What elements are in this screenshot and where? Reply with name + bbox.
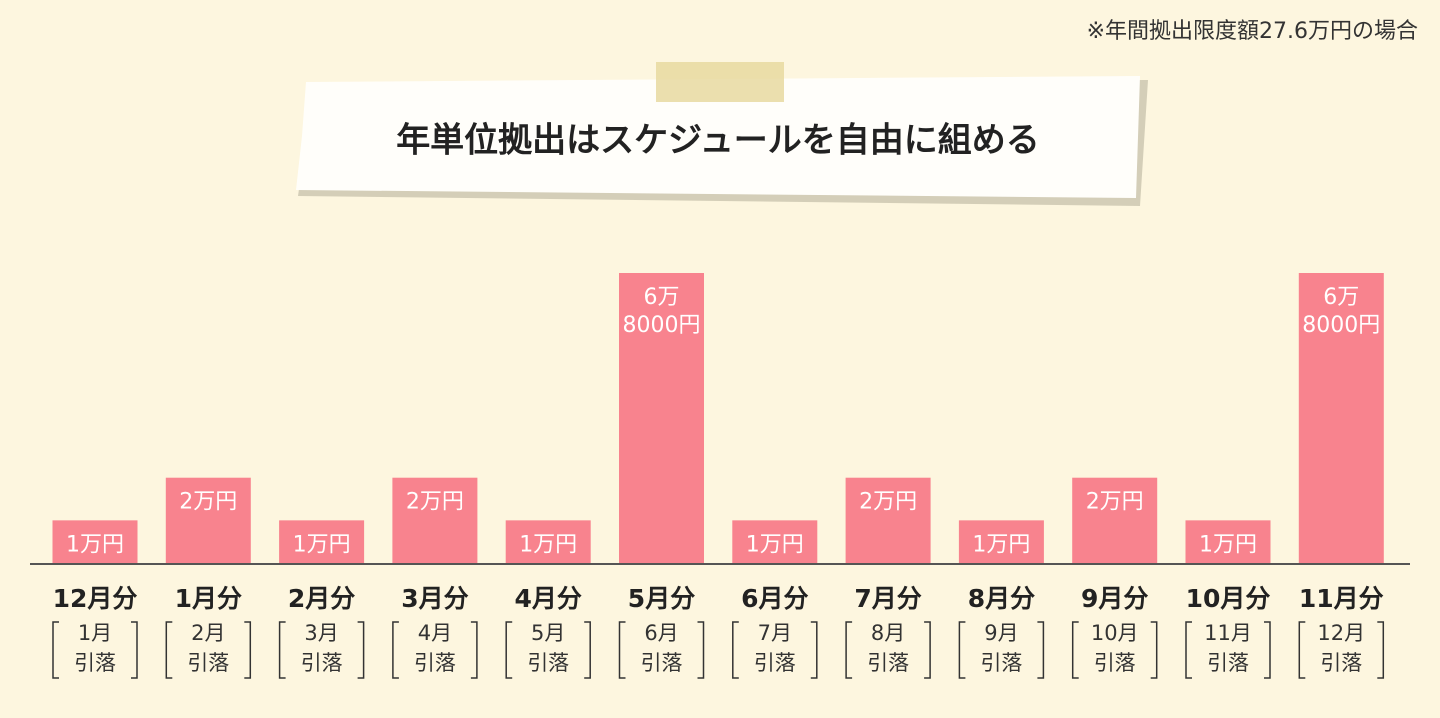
bar	[958, 520, 1044, 563]
bar	[1072, 477, 1158, 563]
withdrawal-month: 2月	[191, 621, 225, 645]
value-label: 2万円	[859, 490, 917, 515]
withdrawal-month: 1月	[78, 621, 112, 645]
withdrawal-month: 9月	[984, 621, 1018, 645]
bar	[1185, 520, 1271, 563]
withdrawal-month: 5月	[531, 621, 565, 645]
value-label: 1万円	[66, 532, 124, 557]
x-tick-label: 9月分	[1081, 584, 1148, 613]
withdrawal-month: 4月	[418, 621, 452, 645]
chart-title: 年単位拠出はスケジュールを自由に組める	[396, 121, 1040, 161]
withdrawal-label: 引落	[527, 651, 569, 675]
value-label: 1万円	[519, 532, 577, 557]
x-tick-label: 12月分	[53, 584, 138, 613]
bar	[165, 477, 251, 563]
x-tick-label: 10月分	[1186, 584, 1271, 613]
value-label: 2万円	[406, 490, 464, 515]
withdrawal-label: 引落	[980, 651, 1022, 675]
title-banner	[296, 62, 1148, 206]
value-label: 6万 8000円	[1302, 285, 1380, 338]
bracket	[1071, 621, 1158, 679]
withdrawal-label: 引落	[74, 651, 116, 675]
bracket	[958, 621, 1045, 679]
bracket	[278, 621, 365, 679]
withdrawal-label: 引落	[301, 651, 343, 675]
bracket	[618, 621, 705, 679]
bracket	[845, 621, 931, 679]
bracket	[165, 621, 252, 679]
x-tick-label: 8月分	[968, 584, 1035, 613]
bracket	[505, 621, 591, 679]
x-tick-label: 7月分	[854, 584, 921, 613]
x-tick-label: 2月分	[288, 584, 355, 613]
withdrawal-label: 引落	[754, 651, 796, 675]
x-tick-label: 6月分	[741, 584, 808, 613]
value-label: 1万円	[746, 532, 804, 557]
x-tick-label: 5月分	[628, 584, 695, 613]
withdrawal-month: 11月	[1204, 621, 1252, 645]
x-tick-label: 1月分	[175, 584, 242, 613]
withdrawal-month: 3月	[304, 621, 338, 645]
bar	[279, 520, 365, 563]
value-label: 1万円	[293, 532, 351, 557]
value-label: 1万円	[1199, 532, 1257, 557]
bar	[619, 273, 704, 563]
withdrawal-label: 引落	[1207, 651, 1249, 675]
x-tick-label: 3月分	[401, 584, 468, 613]
value-label: 2万円	[1086, 490, 1144, 515]
bracket	[52, 621, 138, 679]
value-label: 6万 8000円	[623, 285, 701, 338]
withdrawal-label: 引落	[641, 651, 683, 675]
withdrawal-month: 10月	[1091, 621, 1139, 645]
x-tick-label: 4月分	[514, 584, 581, 613]
withdrawal-label: 引落	[414, 651, 456, 675]
bar	[732, 520, 818, 563]
bracket	[732, 621, 818, 679]
withdrawal-label: 引落	[867, 651, 909, 675]
bar	[52, 520, 138, 563]
withdrawal-label: 引落	[1320, 651, 1362, 675]
bar	[1298, 273, 1384, 563]
note: ※年間拠出限度額27.6万円の場合	[1087, 19, 1418, 44]
value-label: 2万円	[179, 490, 237, 515]
withdrawal-month: 6月	[644, 621, 678, 645]
x-tick-label: 11月分	[1299, 584, 1384, 613]
withdrawal-label: 引落	[187, 651, 229, 675]
bar	[505, 520, 591, 563]
withdrawal-month: 8月	[871, 621, 905, 645]
bar	[392, 477, 478, 563]
bracket	[1298, 621, 1385, 679]
bar	[845, 477, 931, 563]
withdrawal-month: 7月	[758, 621, 792, 645]
value-label: 1万円	[972, 532, 1030, 557]
bracket	[1185, 621, 1271, 679]
bracket	[392, 621, 478, 679]
withdrawal-label: 引落	[1094, 651, 1136, 675]
withdrawal-month: 12月	[1317, 621, 1365, 645]
